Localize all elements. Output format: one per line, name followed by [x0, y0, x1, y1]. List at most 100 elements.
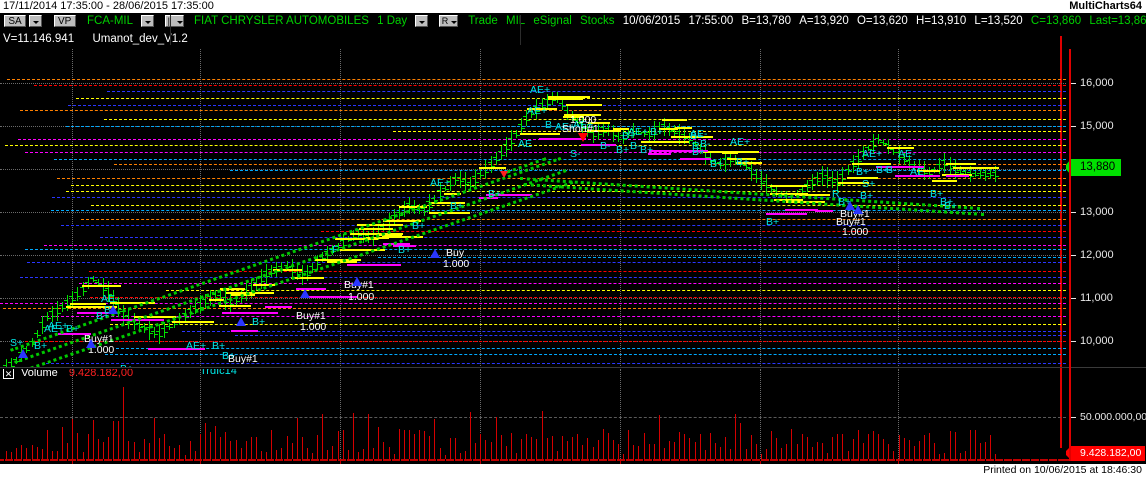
bar-open-tick: [441, 187, 445, 189]
entry-level-segment: [527, 108, 557, 110]
sa-button[interactable]: SA: [4, 15, 26, 27]
volume-bar: [138, 451, 140, 461]
price-bar: [618, 132, 619, 143]
gridline-v: [898, 369, 899, 461]
stop-level-segment: [347, 264, 401, 266]
bar-close-tick: [501, 154, 505, 156]
price-bar: [118, 296, 120, 317]
entry-level-segment: [220, 288, 245, 290]
bar-close-tick: [884, 143, 888, 145]
price-bar: [704, 144, 706, 165]
volume-bar: [495, 416, 497, 461]
bar-close-tick: [527, 119, 531, 121]
volume-bar: [439, 447, 441, 461]
price-pane[interactable]: S+AE+B+Buy#11.000B+Buy#11.000B+AE-B-AE+B…: [0, 49, 1066, 368]
bar-close-tick: [404, 211, 408, 213]
price-bar: [903, 153, 905, 166]
volume-bar: [842, 433, 844, 461]
bar-close-tick: [817, 180, 821, 182]
price-bar: [67, 294, 69, 311]
order-label: Buy#1: [836, 216, 866, 228]
bar-close-tick: [420, 209, 424, 211]
price-axis-tick: 16,000: [1080, 77, 1114, 89]
buy-arrow-icon: [352, 277, 362, 286]
bar-open-tick: [268, 269, 272, 271]
bar-open-tick: [645, 132, 649, 134]
price-bar: [31, 337, 33, 348]
entry-level-segment: [587, 130, 621, 132]
volume-pane[interactable]: ✕ Volume 9.428.182,00 TrdIc14: [0, 369, 1066, 461]
interval-dropdown-icon[interactable]: |: [164, 15, 184, 27]
entry-level-segment: [209, 299, 224, 301]
entry-level-segment: [378, 234, 402, 236]
gridline-v: [620, 49, 621, 368]
bar-open-tick: [456, 176, 460, 178]
bar-close-tick: [562, 106, 566, 107]
volume-bar: [46, 429, 48, 461]
volume-bar: [760, 453, 762, 461]
gridline-v: [620, 369, 621, 461]
volume-bar: [169, 445, 171, 461]
price-bar: [434, 195, 436, 203]
volume-bar: [261, 450, 262, 461]
symbol-dropdown-icon[interactable]: [141, 15, 155, 27]
bar-close-tick: [200, 306, 204, 308]
bar-open-tick: [309, 266, 312, 268]
volume-bar: [908, 440, 910, 461]
date-axis-tick: giu: [919, 463, 934, 464]
price-bar: [266, 264, 268, 284]
price-bar: [623, 129, 625, 145]
bar-close-tick: [68, 304, 72, 306]
bar-open-tick: [783, 195, 787, 197]
bar-close-tick: [644, 134, 648, 136]
price-bar: [689, 133, 691, 145]
signal-label: B+: [940, 196, 954, 208]
resolution-label[interactable]: 1 Day: [377, 15, 408, 27]
price-bar: [975, 171, 976, 178]
close-icon[interactable]: ✕: [3, 369, 14, 379]
axis-tick-mark: [1069, 417, 1076, 418]
volume-axis[interactable]: 50.000.000,00 9.428.182,00: [1066, 369, 1146, 461]
application-title: MultiCharts64: [1069, 0, 1142, 12]
volume-bar: [964, 451, 966, 461]
entry-level-segment: [291, 277, 324, 279]
bar-close-tick: [746, 167, 750, 169]
price-bar: [286, 261, 288, 271]
study-level-line: [378, 257, 1066, 259]
volume-bar: [332, 445, 334, 461]
bar-open-tick: [604, 127, 608, 129]
price-bar: [194, 301, 196, 314]
date-axis[interactable]: dic 2015 feb mar apr mag giu: [0, 461, 1146, 464]
volume-bar: [796, 444, 798, 461]
volume-bar: [347, 450, 349, 461]
price-axis[interactable]: 16,00015,00014,00013,00012,00011,00010,0…: [1066, 49, 1146, 368]
volume-bar: [77, 432, 79, 461]
bar-open-tick: [426, 201, 430, 203]
bar-open-tick: [834, 178, 838, 180]
r-button[interactable]: R: [438, 15, 458, 27]
bar-open-tick: [380, 225, 384, 227]
signal-label: AE: [518, 138, 533, 150]
price-bar: [306, 265, 308, 282]
price-bar: [36, 329, 38, 339]
sa-dropdown-icon[interactable]: [29, 15, 43, 27]
study-level-line: [81, 218, 1066, 220]
bar-close-tick: [262, 281, 265, 283]
symbol-label[interactable]: FCA-MIL: [87, 15, 134, 27]
entry-level-segment: [662, 119, 687, 121]
volume-bar: [837, 433, 839, 461]
vp-button[interactable]: VP: [53, 15, 76, 27]
bar-close-tick: [981, 175, 985, 177]
gridline-v: [340, 49, 341, 368]
bar-close-tick: [970, 176, 974, 178]
price-bar: [164, 322, 166, 339]
pane-divider[interactable]: [0, 367, 1146, 368]
price-axis-tick: 11,000: [1080, 292, 1113, 304]
stop-level-segment: [479, 197, 498, 199]
resolution-dropdown-icon[interactable]: [415, 15, 429, 27]
bar-close-tick: [103, 289, 107, 291]
bar-close-tick: [409, 207, 413, 209]
volume-bar: [240, 447, 242, 461]
volume-bar: [694, 441, 696, 461]
price-bar: [271, 265, 273, 277]
